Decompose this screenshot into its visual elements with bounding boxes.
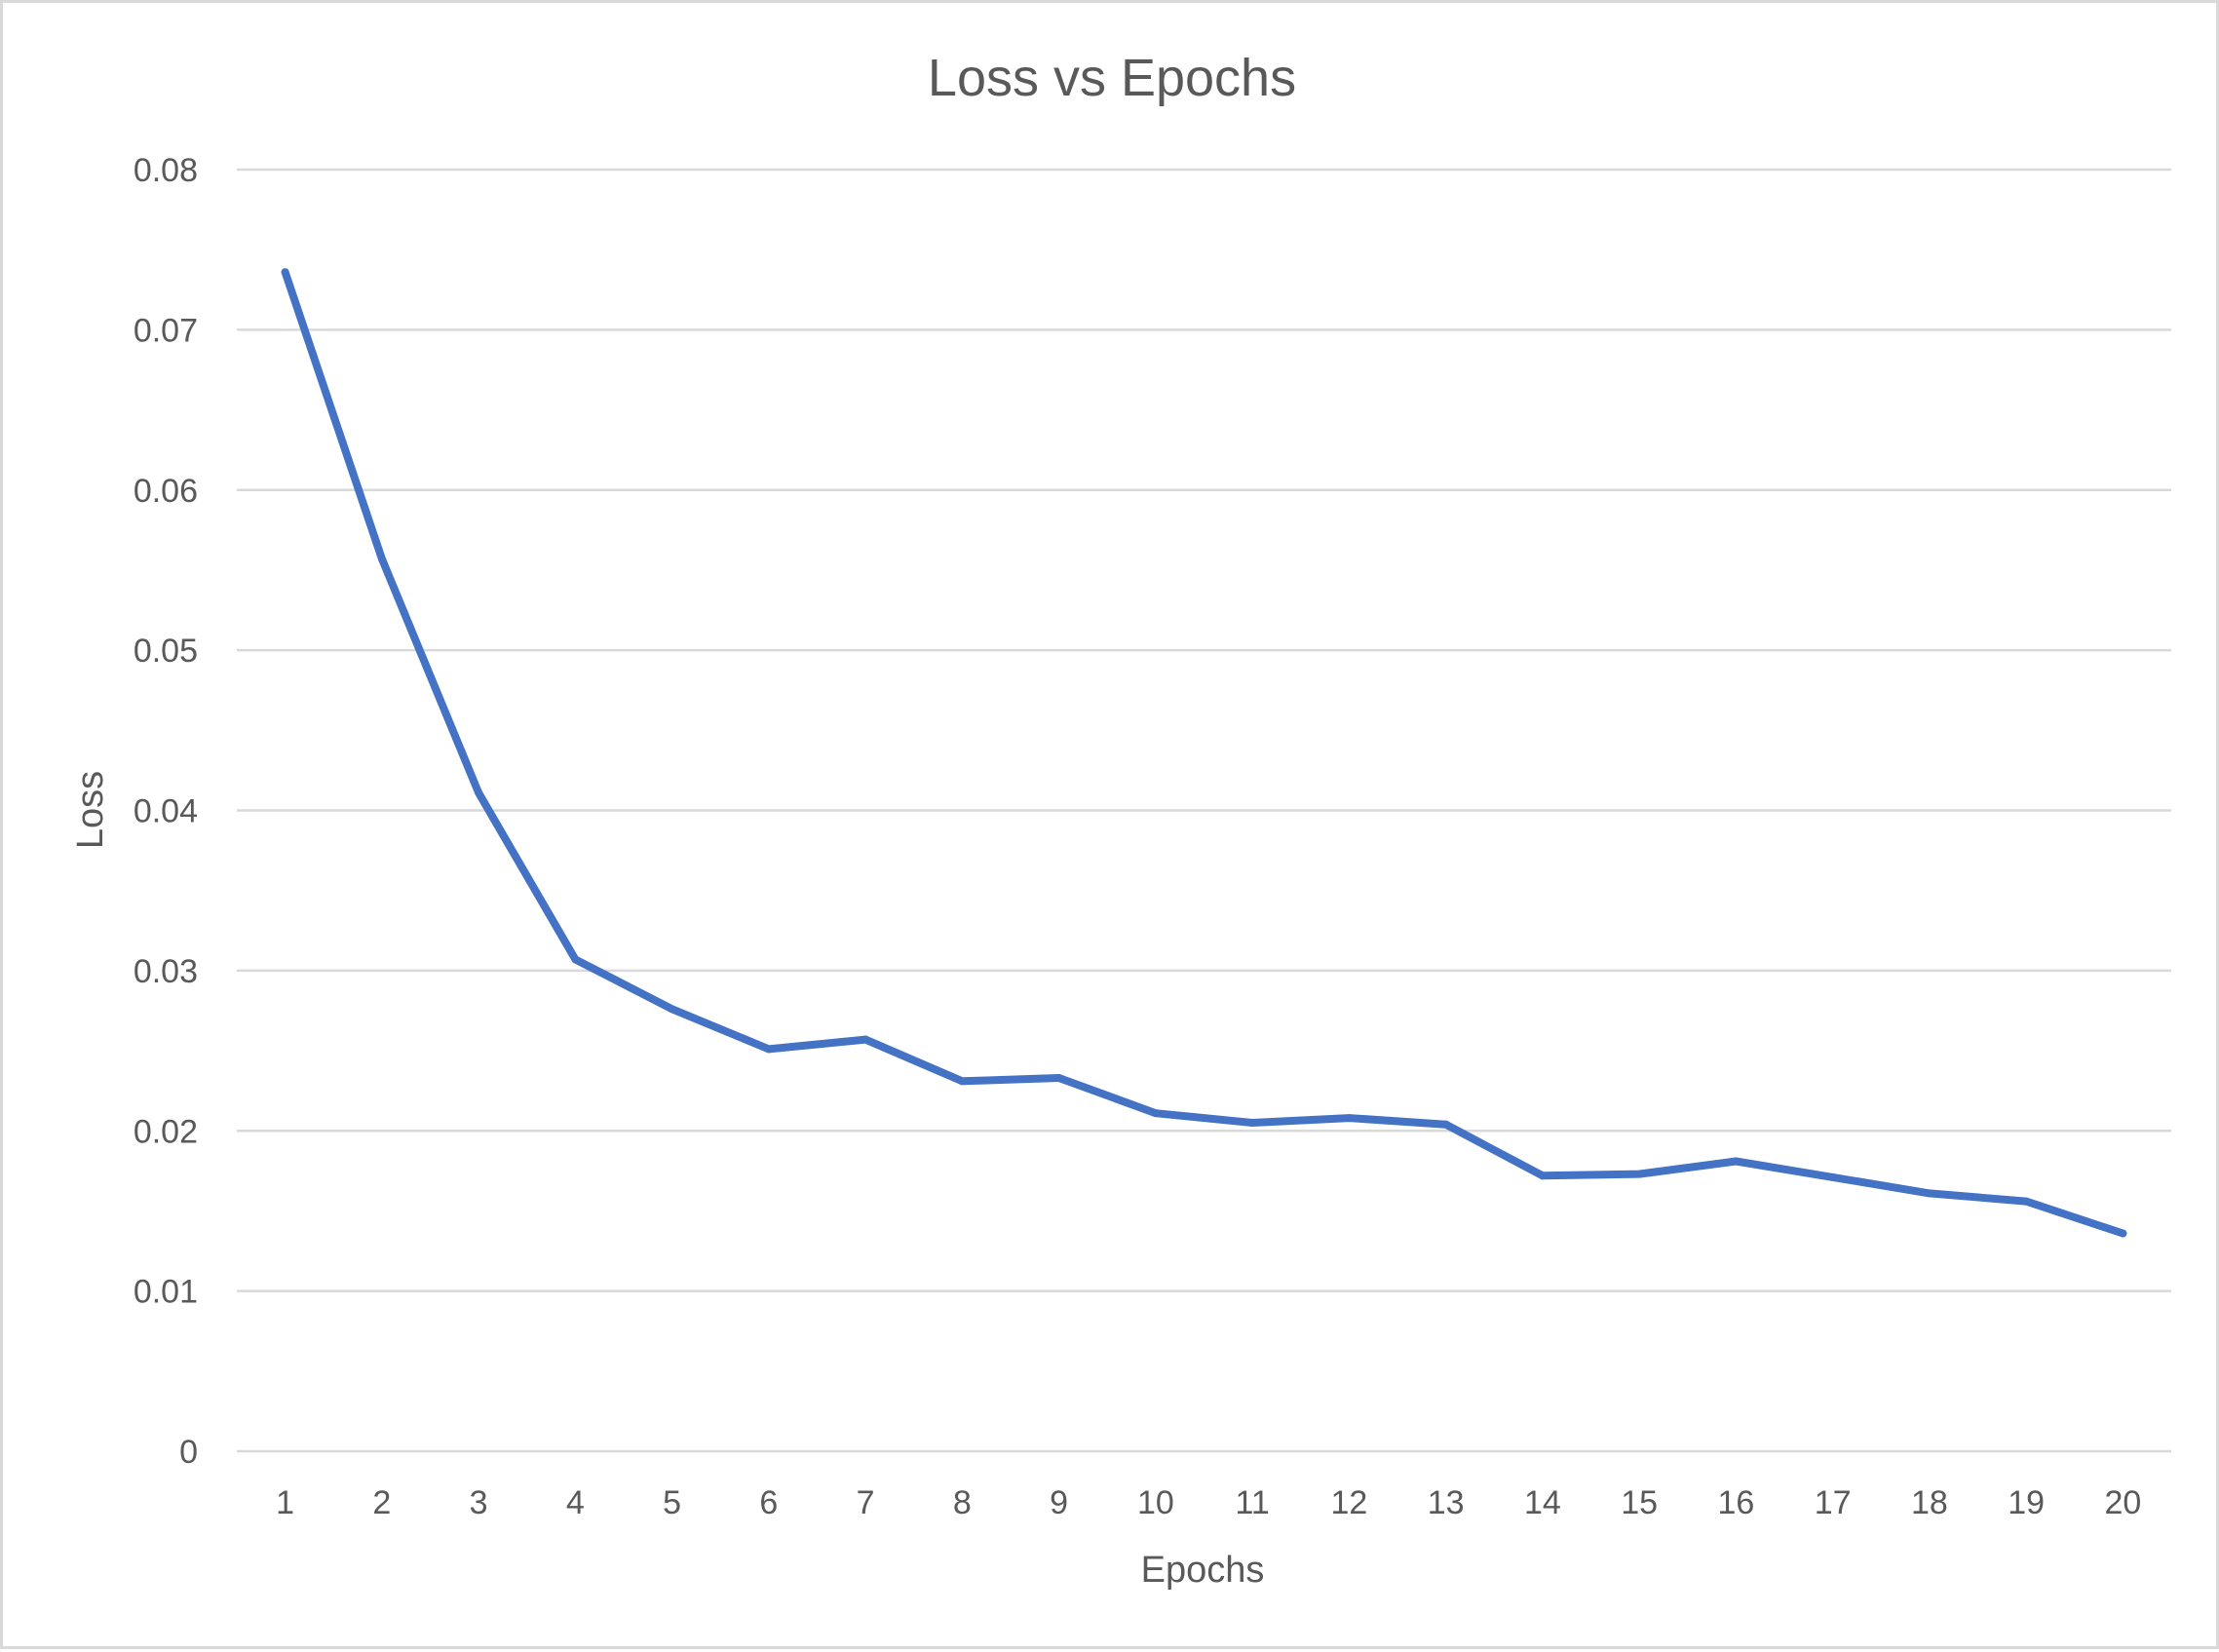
y-tick-label: 0.01 [134, 1274, 198, 1311]
y-axis-ticks: 0 0.01 0.02 0.03 0.04 0.05 0.06 0.07 0.08 [134, 152, 198, 1471]
x-tick-label: 12 [1330, 1484, 1367, 1521]
x-tick-label: 13 [1428, 1484, 1465, 1521]
y-axis-title: Loss [70, 771, 111, 849]
data-point [958, 1077, 967, 1086]
data-point [1635, 1170, 1644, 1178]
x-tick-label: 9 [1050, 1484, 1068, 1521]
data-point [281, 268, 289, 277]
y-tick-label: 0.06 [134, 473, 198, 510]
x-tick-label: 16 [1717, 1484, 1754, 1521]
x-tick-label: 3 [470, 1484, 488, 1521]
y-tick-label: 0.08 [134, 152, 198, 189]
data-point [1248, 1119, 1257, 1128]
y-tick-label: 0.07 [134, 312, 198, 349]
x-tick-label: 20 [2104, 1484, 2141, 1521]
x-tick-label: 2 [372, 1484, 391, 1521]
x-axis-title: Epochs [1141, 1550, 1265, 1591]
x-tick-label: 7 [857, 1484, 875, 1521]
y-tick-label: 0.02 [134, 1113, 198, 1150]
data-point [475, 788, 483, 797]
data-point [1345, 1114, 1354, 1123]
gridlines [237, 168, 2171, 1453]
data-point [1151, 1109, 1160, 1118]
data-point [2022, 1197, 2031, 1206]
data-point [377, 555, 386, 563]
x-tick-label: 5 [663, 1484, 681, 1521]
data-point [1054, 1074, 1063, 1083]
y-tick-label: 0.03 [134, 953, 198, 990]
data-point [1441, 1120, 1450, 1129]
x-tick-label: 6 [759, 1484, 778, 1521]
data-point [1925, 1189, 1933, 1198]
data-point [764, 1045, 773, 1054]
chart-canvas: Loss vs Epochs 0 0.01 0.02 0.03 0.04 0.05 0.06… [70, 49, 2171, 1591]
x-tick-label: 14 [1524, 1484, 1561, 1521]
x-tick-label: 17 [1815, 1484, 1852, 1521]
data-point [571, 955, 580, 964]
data-point [1538, 1172, 1547, 1180]
y-tick-label: 0.04 [134, 793, 198, 830]
x-tick-label: 19 [2008, 1484, 2045, 1521]
data-point [861, 1035, 870, 1044]
data-point [1732, 1157, 1741, 1166]
x-axis-ticks: 1 2 3 4 5 6 7 8 9 10 11 12 13 14 15 16 17 18 19 20 [276, 1484, 2141, 1521]
x-tick-label: 1 [276, 1484, 294, 1521]
x-tick-label: 15 [1621, 1484, 1658, 1521]
y-tick-label: 0 [179, 1434, 198, 1471]
data-point [668, 1005, 676, 1014]
x-tick-label: 8 [953, 1484, 972, 1521]
series-layer [281, 268, 2127, 1238]
data-point [1828, 1172, 1837, 1181]
x-tick-label: 4 [566, 1484, 585, 1521]
chart-title: Loss vs Epochs [928, 49, 1296, 107]
y-tick-label: 0.05 [134, 633, 198, 670]
x-tick-label: 11 [1235, 1484, 1269, 1521]
series-line-loss [281, 268, 2127, 1238]
x-tick-label: 10 [1137, 1484, 1174, 1521]
data-point [2119, 1229, 2127, 1238]
x-tick-label: 18 [1911, 1484, 1948, 1521]
